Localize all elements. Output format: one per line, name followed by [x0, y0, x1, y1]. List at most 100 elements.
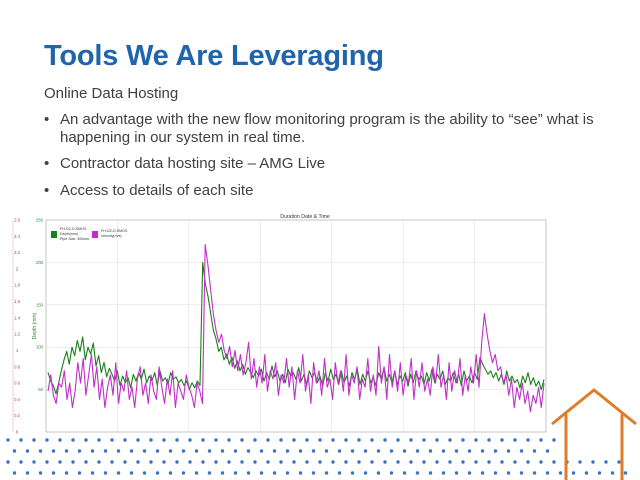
- decor-dot: [513, 460, 517, 464]
- decor-dot: [266, 460, 270, 464]
- depth-tick-label: 150: [36, 302, 44, 307]
- decor-dot: [454, 471, 459, 475]
- decor-dot: [240, 438, 244, 442]
- decor-dot: [441, 471, 446, 475]
- decor-dot: [331, 460, 335, 464]
- decor-dot: [357, 438, 361, 442]
- depth-tick-label: 50: [38, 387, 43, 392]
- velocity-tick-label: 1.8: [14, 283, 20, 288]
- decor-dot: [38, 471, 43, 475]
- plot-frame: [45, 219, 547, 433]
- decor-dot: [58, 460, 62, 464]
- decor-dot: [207, 471, 212, 475]
- decor-dot: [337, 449, 342, 453]
- decor-dot: [331, 438, 335, 442]
- slide-title: Tools We Are Leveraging: [44, 40, 384, 72]
- depth-tick-label: 200: [36, 260, 44, 265]
- legend-depth-measure: Depth(mm): [60, 232, 78, 236]
- decor-dot: [389, 449, 394, 453]
- legend-depth-site: FH-DZ-D-SMOS: [60, 227, 87, 231]
- decor-dot: [110, 460, 114, 464]
- decor-dot: [500, 438, 504, 442]
- decor-dot: [175, 438, 179, 442]
- decor-dot: [97, 438, 101, 442]
- decor-dot: [422, 438, 426, 442]
- velocity-tick-label: 2.2: [14, 250, 20, 255]
- velocity-tick-label: 0.8: [14, 364, 20, 369]
- decor-dot: [168, 471, 173, 475]
- decor-dot: [201, 438, 205, 442]
- decor-dot: [298, 471, 303, 475]
- bullet-item-monitoring: An advantage with the new flow monitorin…: [44, 111, 604, 146]
- decor-dot: [584, 471, 589, 475]
- decor-dot: [272, 471, 277, 475]
- decor-dot: [298, 449, 303, 453]
- decor-dot: [116, 449, 121, 453]
- decor-dot: [64, 449, 69, 453]
- decor-dot: [175, 460, 179, 464]
- velocity-axis-ticks: 2.6 2.4 2.2 2 1.8 1.6 1.4 1.2 1 0.8 0.6 0.4 0.2 0: [14, 218, 20, 435]
- decor-dot: [344, 460, 348, 464]
- decor-dot: [396, 460, 400, 464]
- decor-dot: [292, 460, 296, 464]
- decor-dot: [227, 460, 231, 464]
- decor-dot: [461, 438, 465, 442]
- decor-dot: [136, 460, 140, 464]
- legend-velocity-site: FH-DZ-D-SMOS: [101, 229, 128, 233]
- decor-dot: [539, 438, 543, 442]
- house-outline-icon: [551, 388, 637, 480]
- decor-dot: [487, 438, 491, 442]
- legend-swatch-velocity: [92, 231, 98, 238]
- decor-dot: [162, 438, 166, 442]
- decor-dot: [467, 449, 472, 453]
- decor-dot: [142, 449, 147, 453]
- bullet-list: An advantage with the new flow monitorin…: [44, 111, 604, 199]
- decor-dot: [19, 460, 23, 464]
- decor-dot: [454, 449, 459, 453]
- decor-dot: [480, 471, 485, 475]
- legend-swatch-depth: [51, 231, 57, 238]
- decor-dot: [623, 471, 628, 475]
- decor-dot: [129, 449, 134, 453]
- decor-dot: [324, 471, 329, 475]
- series-layer: [47, 243, 545, 413]
- decor-dot: [259, 471, 264, 475]
- decor-dot: [370, 438, 374, 442]
- decor-dot: [415, 471, 420, 475]
- decor-dot: [383, 438, 387, 442]
- depth-tick-label: 100: [36, 345, 44, 350]
- decor-dot: [181, 449, 186, 453]
- decor-dot: [474, 460, 478, 464]
- decor-dot: [558, 471, 563, 475]
- decor-dot: [318, 438, 322, 442]
- decor-dot: [123, 438, 127, 442]
- decor-dot: [266, 438, 270, 442]
- decor-dot: [396, 438, 400, 442]
- decor-dot: [311, 471, 316, 475]
- decor-dot: [545, 449, 550, 453]
- decor-dot: [188, 460, 192, 464]
- decor-dot: [428, 471, 433, 475]
- decor-dot: [110, 438, 114, 442]
- decor-dot: [435, 460, 439, 464]
- decor-dot: [292, 438, 296, 442]
- decor-dot: [233, 471, 238, 475]
- decor-dot: [597, 471, 602, 475]
- decor-dot: [448, 438, 452, 442]
- decor-dot: [318, 460, 322, 464]
- decor-dot: [415, 449, 420, 453]
- decor-dot: [136, 438, 140, 442]
- decor-dot: [246, 449, 251, 453]
- decor-dot: [38, 449, 43, 453]
- decor-dot: [363, 471, 368, 475]
- decor-dot: [428, 449, 433, 453]
- decor-dot: [214, 460, 218, 464]
- slide-subtitle: Online Data Hosting: [44, 85, 179, 102]
- decor-dot: [279, 460, 283, 464]
- velocity-tick-label: 1: [16, 348, 19, 353]
- velocity-tick-label: 1.2: [14, 332, 20, 337]
- decor-dot: [194, 471, 199, 475]
- decor-dot: [123, 460, 127, 464]
- decor-dot: [188, 438, 192, 442]
- decor-dot: [461, 460, 465, 464]
